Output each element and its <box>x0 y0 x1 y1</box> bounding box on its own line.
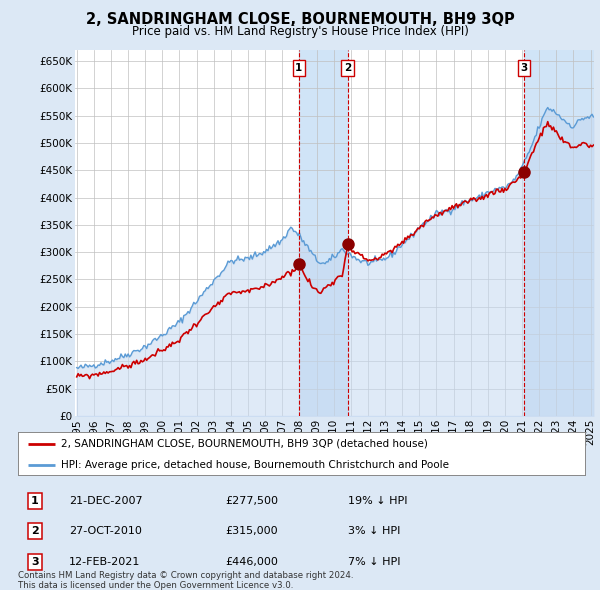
Text: 3% ↓ HPI: 3% ↓ HPI <box>348 526 400 536</box>
Text: 1: 1 <box>295 63 302 73</box>
Bar <box>524 50 594 416</box>
Bar <box>299 50 347 416</box>
Text: £446,000: £446,000 <box>225 557 278 567</box>
Text: £277,500: £277,500 <box>225 496 278 506</box>
Text: 12-FEB-2021: 12-FEB-2021 <box>69 557 140 567</box>
Text: Price paid vs. HM Land Registry's House Price Index (HPI): Price paid vs. HM Land Registry's House … <box>131 25 469 38</box>
Text: 2: 2 <box>31 526 38 536</box>
Text: 19% ↓ HPI: 19% ↓ HPI <box>348 496 407 506</box>
Text: 2, SANDRINGHAM CLOSE, BOURNEMOUTH, BH9 3QP: 2, SANDRINGHAM CLOSE, BOURNEMOUTH, BH9 3… <box>86 12 514 27</box>
Text: 21-DEC-2007: 21-DEC-2007 <box>69 496 143 506</box>
Text: 3: 3 <box>520 63 528 73</box>
Text: 1: 1 <box>31 496 38 506</box>
Text: £315,000: £315,000 <box>225 526 278 536</box>
Text: Contains HM Land Registry data © Crown copyright and database right 2024.: Contains HM Land Registry data © Crown c… <box>18 571 353 580</box>
Text: 3: 3 <box>31 557 38 567</box>
Text: 2: 2 <box>344 63 352 73</box>
Text: HPI: Average price, detached house, Bournemouth Christchurch and Poole: HPI: Average price, detached house, Bour… <box>61 460 449 470</box>
Text: 27-OCT-2010: 27-OCT-2010 <box>69 526 142 536</box>
Text: 7% ↓ HPI: 7% ↓ HPI <box>348 557 401 567</box>
Text: 2, SANDRINGHAM CLOSE, BOURNEMOUTH, BH9 3QP (detached house): 2, SANDRINGHAM CLOSE, BOURNEMOUTH, BH9 3… <box>61 438 427 448</box>
Text: This data is licensed under the Open Government Licence v3.0.: This data is licensed under the Open Gov… <box>18 581 293 589</box>
